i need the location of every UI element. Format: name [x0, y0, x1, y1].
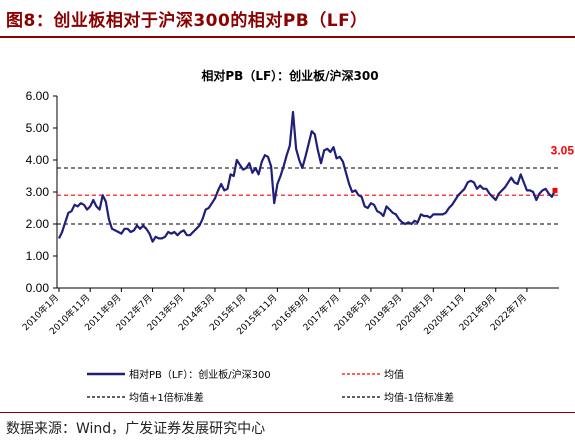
chart-title: 相对PB（LF）：创业板/沪深300 [201, 68, 378, 83]
data-source: 数据来源：Wind，广发证券发展研究中心 [6, 421, 266, 437]
y-tick-label: 1.00 [26, 249, 50, 263]
legend-label: 均值+1倍标准差 [129, 391, 204, 404]
y-tick-label: 2.00 [26, 217, 50, 231]
legend-label: 均值-1倍标准差 [384, 391, 454, 404]
y-tick-label: 0.00 [26, 281, 50, 295]
source-divider [0, 412, 575, 413]
last-value-marker [552, 187, 558, 193]
title-divider [0, 36, 575, 38]
series-line [58, 110, 556, 243]
last-value-label: 3.05 [551, 143, 575, 157]
legend-label: 均值 [384, 368, 404, 381]
reference-lines [57, 167, 559, 225]
y-tick-label: 5.00 [26, 121, 50, 135]
chart-axes: 0.001.002.003.004.005.006.002010年1月2010年… [20, 89, 559, 337]
figure-title: 图8：创业板相对于沪深300的相对PB（LF） [6, 11, 368, 31]
y-tick-label: 6.00 [26, 89, 50, 103]
y-tick-label: 3.00 [26, 185, 50, 199]
series-group: 3.05 [58, 110, 575, 243]
legend-label: 相对PB（LF）：创业板/沪深300 [129, 368, 271, 381]
y-tick-label: 4.00 [26, 153, 50, 167]
